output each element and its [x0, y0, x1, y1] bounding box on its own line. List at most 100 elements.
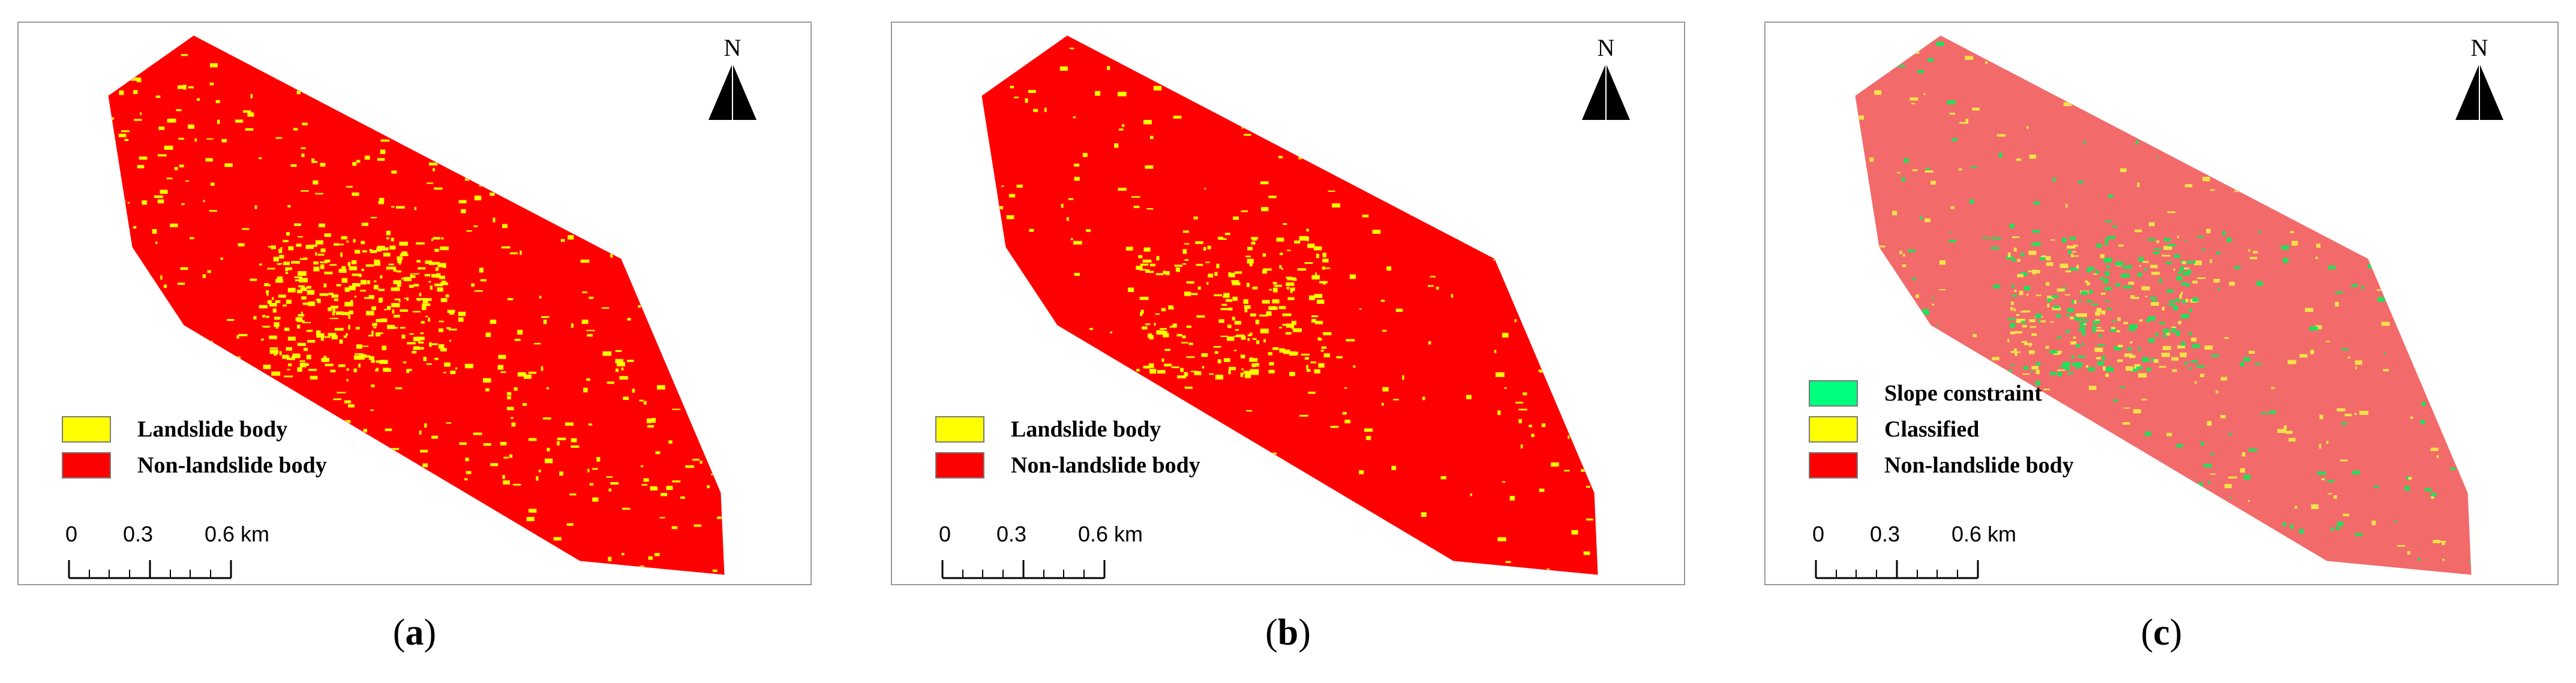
classified-pixel — [513, 483, 521, 486]
classified-pixel — [1122, 124, 1125, 127]
classified-pixel — [301, 147, 306, 149]
classified-pixel — [648, 556, 653, 560]
classified-pixel — [1599, 391, 1607, 395]
classified-pixel — [1959, 122, 1968, 124]
classified-pixel — [1214, 272, 1218, 276]
classified-pixel — [1240, 372, 1244, 377]
classified-pixel — [2139, 54, 2142, 57]
classified-pixel — [1214, 351, 1218, 354]
classified-pixel — [2341, 224, 2350, 228]
classified-pixel — [455, 367, 458, 369]
classified-pixel — [2192, 56, 2200, 59]
classified-pixel — [1136, 369, 1140, 372]
classified-pixel — [188, 124, 194, 129]
classified-pixel — [2095, 319, 2100, 322]
classified-pixel — [2224, 484, 2232, 489]
classified-pixel — [2405, 57, 2408, 61]
classified-pixel — [145, 489, 149, 491]
classified-pixel — [424, 273, 431, 276]
classification-map-c — [1855, 35, 2472, 575]
classified-pixel — [324, 259, 331, 263]
classified-pixel — [440, 282, 448, 285]
classified-pixel — [645, 92, 651, 95]
classified-pixel — [414, 207, 417, 210]
classified-pixel — [1358, 134, 1362, 137]
classified-pixel — [466, 471, 472, 474]
classified-pixel — [2154, 359, 2158, 363]
legend-item-non-landslide: Non-landslide body — [935, 447, 1200, 483]
classified-pixel — [2035, 314, 2041, 318]
classified-pixel — [2355, 360, 2362, 365]
classified-pixel — [448, 329, 457, 331]
classified-pixel — [2311, 504, 2319, 509]
classified-pixel — [344, 302, 353, 306]
classified-pixel — [2166, 289, 2174, 293]
classified-pixel — [2127, 506, 2130, 509]
classified-pixel — [674, 297, 677, 302]
classified-pixel — [660, 314, 668, 318]
classified-pixel — [2272, 558, 2278, 560]
classified-pixel — [2187, 550, 2189, 552]
classified-pixel — [1877, 245, 1886, 248]
classified-pixel — [1403, 77, 1411, 79]
classified-pixel — [2173, 269, 2175, 271]
classified-pixel — [1568, 435, 1570, 439]
classified-pixel — [575, 156, 578, 160]
classified-pixel — [443, 372, 446, 374]
north-arrow: N — [1576, 34, 1636, 125]
classified-pixel — [2075, 344, 2080, 348]
classified-pixel — [448, 65, 451, 70]
classified-pixel — [1532, 239, 1539, 242]
classified-pixel — [2100, 293, 2106, 295]
classified-pixel — [2451, 425, 2457, 429]
classified-pixel — [311, 158, 315, 161]
classified-pixel — [2059, 365, 2066, 368]
classified-pixel — [166, 493, 172, 495]
classified-pixel — [523, 374, 532, 379]
classified-pixel — [2315, 325, 2322, 329]
classified-pixel — [385, 428, 392, 431]
classified-pixel — [509, 454, 513, 458]
classified-pixel — [2377, 297, 2385, 302]
classified-pixel — [2335, 291, 2343, 294]
classified-pixel — [1996, 134, 2005, 137]
classified-pixel — [2424, 488, 2432, 492]
classified-pixel — [663, 170, 670, 174]
classified-pixel — [1073, 164, 1080, 167]
classified-pixel — [1232, 559, 1239, 564]
classified-pixel — [2442, 558, 2445, 561]
classified-pixel — [127, 315, 129, 318]
classified-pixel — [177, 85, 185, 89]
classified-pixel — [275, 300, 281, 303]
classified-pixel — [2095, 311, 2100, 316]
classified-pixel — [197, 98, 200, 101]
classified-pixel — [407, 505, 410, 507]
classified-pixel — [283, 42, 287, 47]
classified-pixel — [1493, 259, 1496, 261]
classified-pixel — [2059, 544, 2068, 547]
classified-pixel — [299, 278, 308, 282]
classified-pixel — [1025, 98, 1028, 103]
classified-pixel — [1247, 246, 1253, 251]
classified-pixel — [119, 90, 124, 95]
classified-pixel — [1279, 348, 1285, 353]
classified-pixel — [431, 273, 438, 278]
classified-pixel — [2111, 327, 2115, 332]
classified-pixel — [1322, 252, 1326, 258]
classified-pixel — [362, 250, 367, 253]
classified-pixel — [1131, 196, 1140, 198]
classified-pixel — [1088, 491, 1093, 496]
classified-pixel — [704, 161, 707, 167]
classified-pixel — [2374, 233, 2380, 237]
classified-pixel — [1893, 315, 1899, 321]
classified-pixel — [2129, 355, 2136, 359]
classified-pixel — [428, 281, 431, 283]
classified-pixel — [2134, 229, 2142, 233]
classified-pixel — [286, 357, 295, 360]
legend-swatch — [1809, 416, 1858, 443]
classified-pixel — [1936, 41, 1944, 46]
classified-pixel — [169, 376, 175, 381]
classified-pixel — [403, 361, 407, 363]
classified-pixel — [1400, 67, 1406, 72]
classified-pixel — [353, 530, 362, 533]
